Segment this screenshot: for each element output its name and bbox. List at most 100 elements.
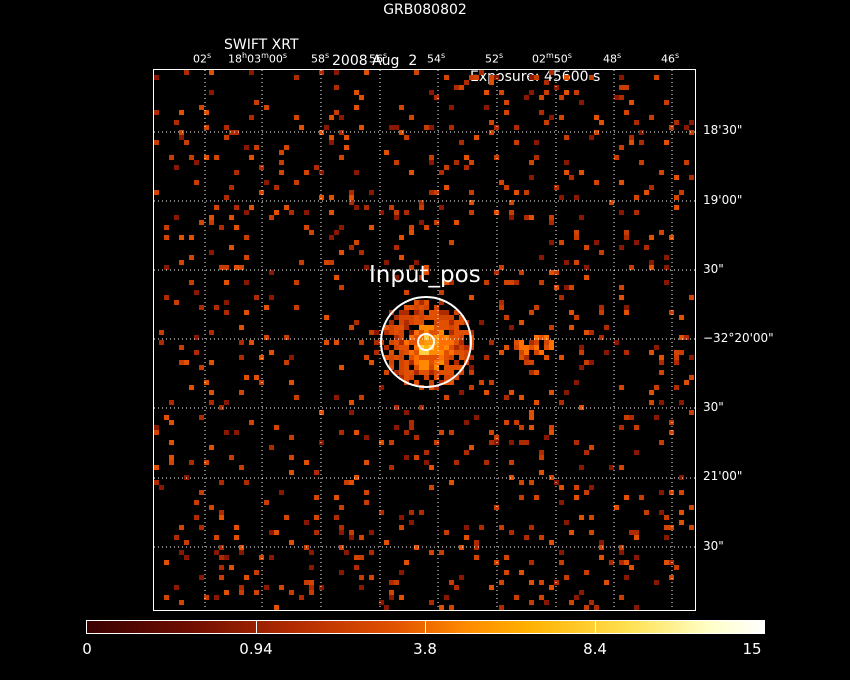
photon-pixel <box>469 160 474 165</box>
photon-pixel <box>434 320 439 325</box>
photon-pixel <box>404 375 409 380</box>
photon-pixel <box>439 360 444 365</box>
photon-pixel <box>549 115 554 120</box>
photon-pixel <box>314 470 319 475</box>
photon-pixel <box>519 270 524 275</box>
photon-pixel <box>464 330 469 335</box>
photon-pixel <box>554 285 559 290</box>
photon-pixel <box>629 565 634 570</box>
photon-pixel <box>414 370 419 375</box>
photon-pixel <box>399 350 404 355</box>
photon-pixel <box>434 350 439 355</box>
photon-pixel <box>374 350 379 355</box>
photon-pixel <box>309 550 314 555</box>
photon-pixel <box>314 515 319 520</box>
photon-pixel <box>509 200 514 205</box>
photon-pixel <box>634 195 639 200</box>
photon-pixel <box>629 530 634 535</box>
photon-pixel <box>444 185 449 190</box>
photon-pixel <box>324 340 329 345</box>
photon-pixel <box>339 115 344 120</box>
photon-pixel <box>539 110 544 115</box>
photon-pixel <box>474 415 479 420</box>
photon-pixel <box>664 280 669 285</box>
photon-pixel <box>574 485 579 490</box>
photon-pixel <box>674 120 679 125</box>
photon-pixel <box>519 480 524 485</box>
photon-pixel <box>429 380 434 385</box>
photon-pixel <box>399 315 404 320</box>
photon-pixel <box>224 195 229 200</box>
photon-pixel <box>289 380 294 385</box>
photon-pixel <box>609 465 614 470</box>
photon-pixel <box>404 315 409 320</box>
photon-pixel <box>209 360 214 365</box>
photon-pixel <box>294 115 299 120</box>
colorbar-tick <box>256 621 257 633</box>
photon-pixel <box>389 325 394 330</box>
photon-pixel <box>234 430 239 435</box>
photon-pixel <box>169 455 174 460</box>
photon-pixel <box>439 370 444 375</box>
photon-pixel <box>429 465 434 470</box>
photon-pixel <box>304 580 309 585</box>
photon-pixel <box>479 70 484 75</box>
photon-pixel <box>359 585 364 590</box>
photon-pixel <box>464 420 469 425</box>
photon-pixel <box>419 310 424 315</box>
photon-pixel <box>584 605 589 610</box>
photon-pixel <box>539 95 544 100</box>
photon-pixel <box>584 490 589 495</box>
photon-pixel <box>339 545 344 550</box>
photon-pixel <box>449 125 454 130</box>
photon-pixel <box>409 330 414 335</box>
photon-pixel <box>589 75 594 80</box>
ra-label-02s: 02s <box>193 51 212 66</box>
photon-pixel <box>209 400 214 405</box>
photon-pixel <box>434 370 439 375</box>
photon-pixel <box>529 310 534 315</box>
photon-pixel <box>409 420 414 425</box>
photon-pixel <box>344 145 349 150</box>
photon-pixel <box>334 70 339 75</box>
photon-pixel <box>354 170 359 175</box>
sky-image <box>154 70 695 610</box>
photon-pixel <box>229 565 234 570</box>
photon-pixel <box>524 215 529 220</box>
photon-pixel <box>364 435 369 440</box>
photon-pixel <box>349 245 354 250</box>
photon-pixel <box>424 270 429 275</box>
photon-pixel <box>249 205 254 210</box>
photon-pixel <box>559 485 564 490</box>
photon-pixel <box>624 305 629 310</box>
photon-pixel <box>614 155 619 160</box>
photon-pixel <box>544 345 549 350</box>
photon-pixel <box>384 325 389 330</box>
photon-pixel <box>479 380 484 385</box>
photon-pixel <box>399 335 404 340</box>
photon-pixel <box>404 305 409 310</box>
photon-pixel <box>534 345 539 350</box>
photon-pixel <box>289 540 294 545</box>
photon-pixel <box>349 410 354 415</box>
photon-pixel <box>364 460 369 465</box>
photon-pixel <box>329 115 334 120</box>
photon-pixel <box>199 220 204 225</box>
photon-pixel <box>439 320 444 325</box>
photon-pixel <box>509 475 514 480</box>
photon-pixel <box>459 330 464 335</box>
photon-pixel <box>359 535 364 540</box>
photon-pixel <box>654 385 659 390</box>
date-label: 2008 Aug 2 <box>332 53 418 69</box>
ra-label-56s: 56s <box>369 51 388 66</box>
photon-pixel <box>674 355 679 360</box>
photon-pixel <box>644 510 649 515</box>
photon-pixel <box>634 535 639 540</box>
photon-pixel <box>574 440 579 445</box>
photon-pixel <box>399 515 404 520</box>
photon-pixel <box>419 510 424 515</box>
photon-pixel <box>394 405 399 410</box>
photon-pixel <box>394 245 399 250</box>
photon-pixel <box>544 340 549 345</box>
photon-pixel <box>349 325 354 330</box>
